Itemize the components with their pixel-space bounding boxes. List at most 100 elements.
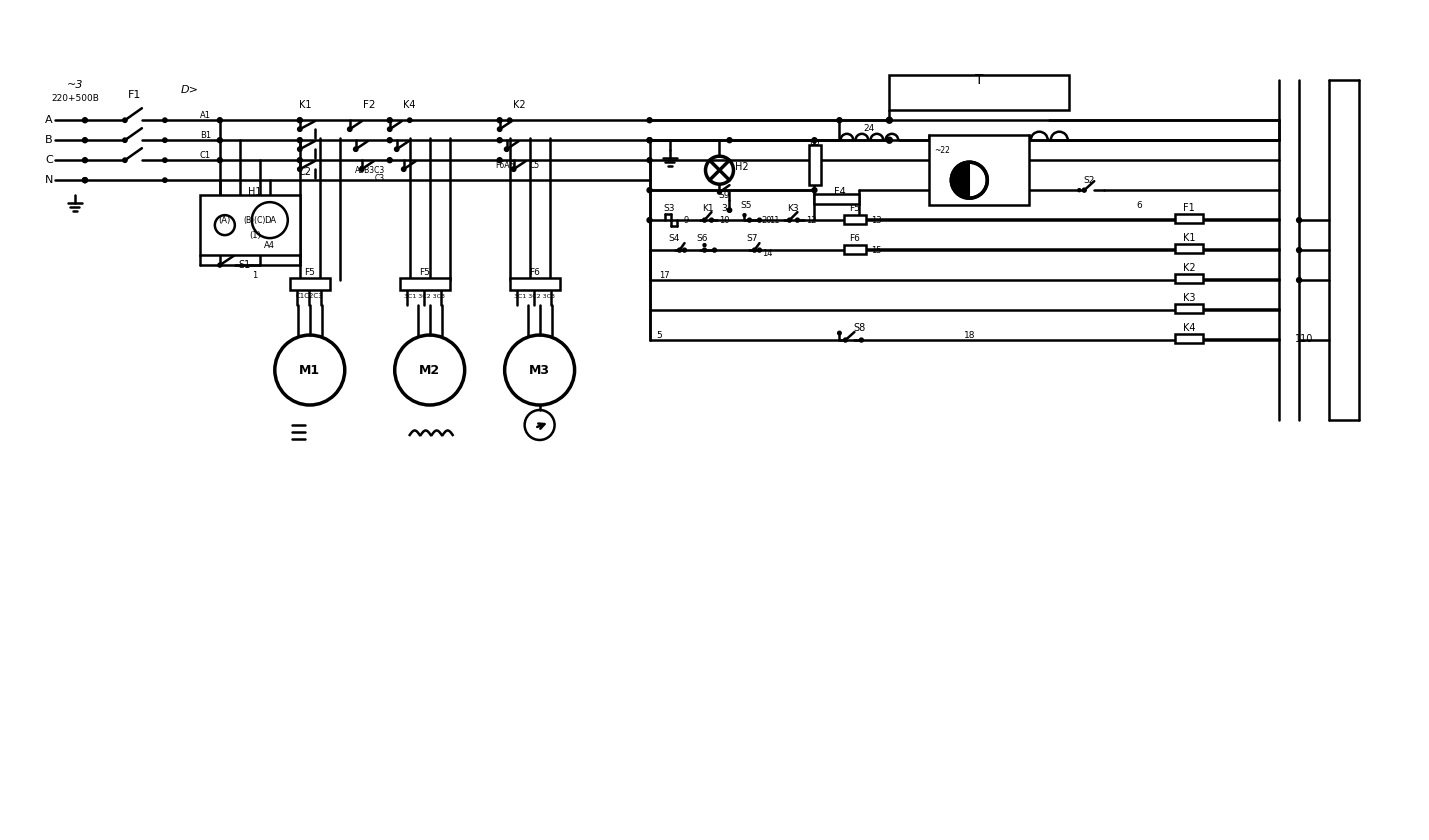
Text: H2: H2 [735,162,749,172]
Circle shape [163,178,167,182]
Circle shape [1296,277,1302,282]
Polygon shape [952,162,969,198]
Text: C3: C3 [374,174,384,182]
Circle shape [387,138,392,143]
Text: (1): (1) [249,231,260,239]
Circle shape [123,118,127,123]
Text: D>: D> [181,85,199,95]
Text: F6: F6 [849,234,860,243]
Circle shape [297,158,303,163]
Text: 3C1 3C2 3C3: 3C1 3C2 3C3 [514,294,554,298]
Circle shape [837,118,842,123]
Circle shape [703,218,706,222]
Text: C1C2C3: C1C2C3 [296,293,323,299]
Circle shape [353,147,357,151]
Circle shape [647,138,652,143]
Circle shape [497,118,502,123]
Bar [1175,334,1203,343]
Circle shape [757,248,762,252]
Text: 220+500B: 220+500B [51,94,99,102]
Text: DA: DA [264,216,276,224]
Polygon shape [952,162,969,198]
Circle shape [497,158,502,163]
Text: K2: K2 [513,100,526,110]
Bar [1175,304,1203,313]
Circle shape [753,248,756,252]
Circle shape [163,118,167,123]
Text: A3B3C3: A3B3C3 [354,165,384,175]
Circle shape [497,138,502,143]
Bar [889,76,1069,110]
Text: F3: F3 [809,140,820,150]
Circle shape [217,263,221,267]
Bar [510,278,560,290]
Circle shape [647,138,652,143]
Circle shape [297,118,302,123]
Circle shape [843,338,847,342]
Bar [400,278,450,290]
Text: S3: S3 [664,203,676,213]
Text: 3C1 3C2 3C3: 3C1 3C2 3C3 [404,294,446,298]
Circle shape [812,138,817,143]
Text: S9: S9 [719,191,730,200]
Text: K1: K1 [1183,234,1196,243]
Circle shape [717,190,722,194]
Circle shape [217,138,223,143]
Text: 4: 4 [932,176,937,185]
Circle shape [727,208,732,213]
Circle shape [360,167,364,171]
Bar [290,278,330,290]
Circle shape [796,218,799,222]
Text: K3: K3 [1183,293,1196,303]
Text: M1: M1 [299,364,320,376]
Circle shape [83,178,87,182]
Text: 9: 9 [684,216,689,224]
Text: F5: F5 [849,203,860,213]
Circle shape [713,248,716,252]
Circle shape [163,138,167,143]
Circle shape [512,167,516,171]
Text: B: B [44,135,53,145]
Circle shape [886,137,892,143]
Circle shape [743,213,746,217]
Bar [200,195,300,255]
Text: 110: 110 [1295,333,1313,344]
Circle shape [83,138,87,143]
Circle shape [1296,248,1302,253]
Circle shape [123,158,127,162]
Text: F5: F5 [419,268,430,276]
Text: C2: C2 [299,167,312,177]
Text: H3: H3 [963,149,976,158]
Circle shape [507,118,512,123]
Circle shape [402,167,406,171]
Text: ~22: ~22 [966,145,983,155]
Text: 11: 11 [769,216,780,224]
Text: A1: A1 [200,111,211,120]
Text: 10: 10 [719,216,730,224]
Circle shape [703,248,706,252]
Text: 1: 1 [252,270,257,280]
Circle shape [710,218,713,222]
Text: F1: F1 [129,90,141,100]
Text: M3: M3 [529,364,550,376]
Text: ~3: ~3 [67,81,83,90]
Text: (B)(C): (B)(C) [243,216,266,224]
Bar [1175,244,1203,253]
Bar [929,135,1029,205]
Circle shape [683,248,686,252]
Circle shape [83,178,87,182]
Bar [809,145,822,185]
Text: S7: S7 [747,234,759,243]
Text: 15: 15 [872,245,882,255]
Circle shape [123,138,127,143]
Text: F1: F1 [1183,203,1195,213]
Text: M2: M2 [419,364,440,376]
Text: C: C [44,155,53,165]
Circle shape [394,147,399,151]
Text: F6A5: F6A5 [494,160,514,170]
Text: A: A [44,115,53,125]
Text: N: N [44,176,53,185]
Circle shape [886,118,892,123]
Text: K1: K1 [299,100,312,110]
Text: (A): (A) [219,216,231,224]
